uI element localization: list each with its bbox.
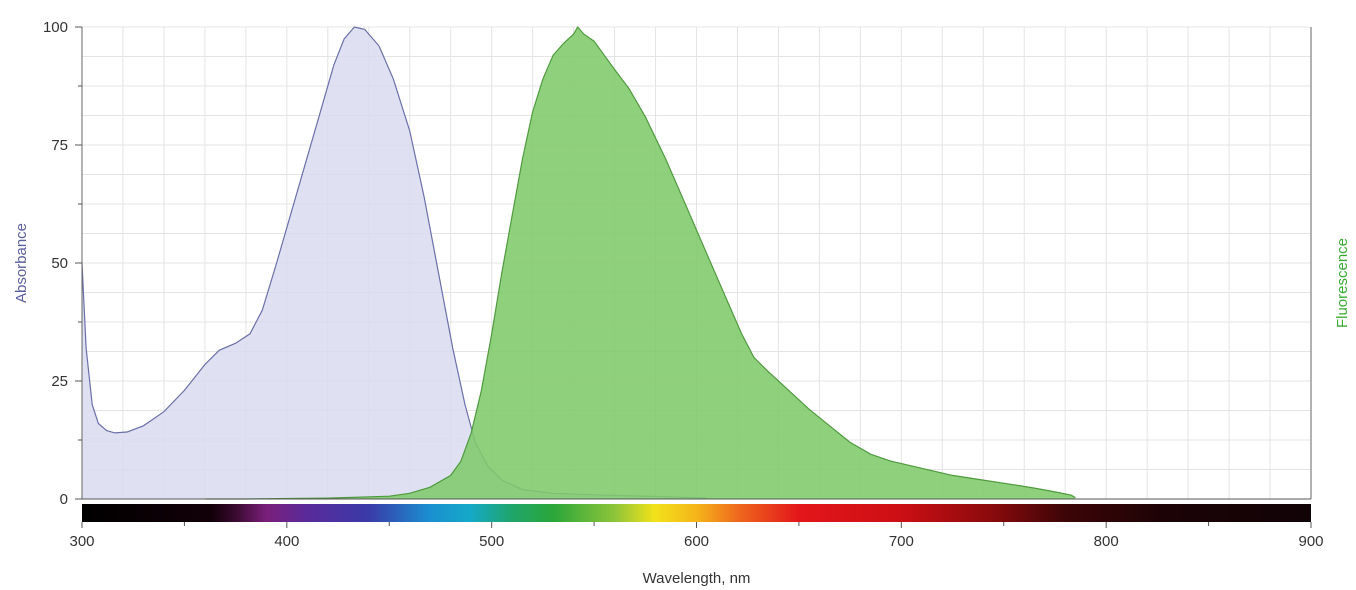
tick-labels: 300 400 500 600 700 800 900 0 25 50 75 100 — [43, 19, 1324, 550]
y-tick-label: 100 — [43, 19, 68, 36]
x-tick-label: 700 — [889, 533, 914, 550]
x-axis-title: Wavelength, nm — [643, 570, 751, 587]
x-tick-label: 300 — [69, 533, 94, 550]
plot-series — [81, 25, 1076, 500]
x-tick-label: 600 — [684, 533, 709, 550]
x-tick-label: 800 — [1094, 533, 1119, 550]
y-tick-label: 50 — [51, 255, 68, 272]
y-tick-label: 0 — [60, 491, 68, 508]
y2-axis-title: Fluorescence — [1334, 238, 1351, 328]
y-tick-label: 75 — [51, 137, 68, 154]
axes — [75, 26, 1312, 528]
x-tick-label: 400 — [274, 533, 299, 550]
x-tick-label: 500 — [479, 533, 504, 550]
fluorescence-area — [204, 27, 1076, 499]
absorbance-area — [82, 27, 707, 499]
x-tick-label: 900 — [1298, 533, 1323, 550]
fluorescence-line — [204, 25, 1076, 500]
y-tick-label: 25 — [51, 373, 68, 390]
y-axis-title: Absorbance — [13, 223, 30, 303]
visible-spectrum-bar — [82, 504, 1311, 522]
